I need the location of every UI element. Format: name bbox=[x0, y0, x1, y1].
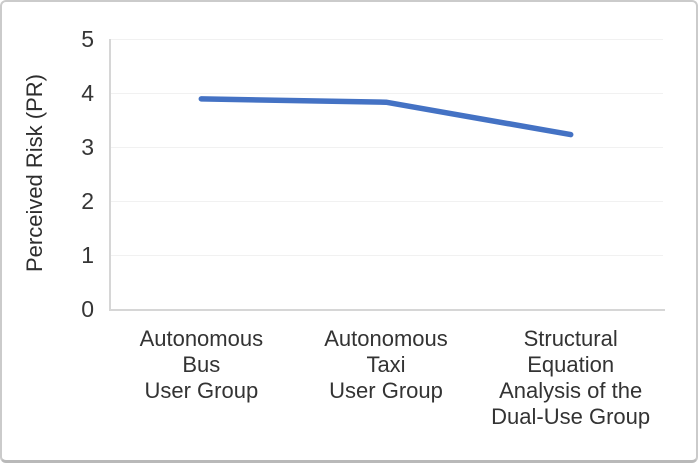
x-category-label-line: Analysis of the bbox=[499, 378, 643, 403]
gridline-y-3 bbox=[109, 147, 663, 148]
y-tick-label-4: 4 bbox=[81, 80, 94, 106]
x-category-label-1: Autonomous Taxi User Group bbox=[271, 326, 501, 404]
y-tick-label-3: 3 bbox=[81, 134, 94, 160]
x-category-label-2: Structural Equation Analysis of the Dual-Us… bbox=[456, 326, 686, 430]
y-tick-label-5: 5 bbox=[81, 26, 94, 52]
x-category-label-line: Taxi bbox=[366, 352, 406, 377]
gridline-y-1 bbox=[109, 255, 663, 256]
x-category-label-line: Equation bbox=[527, 352, 615, 377]
x-category-label-line: Bus bbox=[182, 352, 221, 377]
gridline-y-5 bbox=[109, 39, 663, 40]
y-tick-label-0: 0 bbox=[81, 296, 94, 322]
x-category-label-line: User Group bbox=[329, 378, 443, 403]
gridline-y-4 bbox=[109, 93, 663, 94]
x-category-label-line: Autonomous bbox=[324, 326, 448, 351]
gridline-y-2 bbox=[109, 201, 663, 202]
x-category-label-line: Autonomous bbox=[139, 326, 264, 351]
y-tick-label-2: 2 bbox=[81, 188, 94, 214]
x-category-label-line: Structural bbox=[523, 326, 618, 351]
x-axis-line bbox=[109, 309, 665, 311]
x-category-label-0: Autonomous Bus User Group bbox=[86, 326, 316, 404]
x-category-label-line: Dual-Use Group bbox=[491, 404, 651, 429]
x-category-label-line: User Group bbox=[144, 378, 259, 403]
y-axis-line bbox=[109, 39, 111, 309]
y-tick-label-1: 1 bbox=[81, 242, 94, 268]
